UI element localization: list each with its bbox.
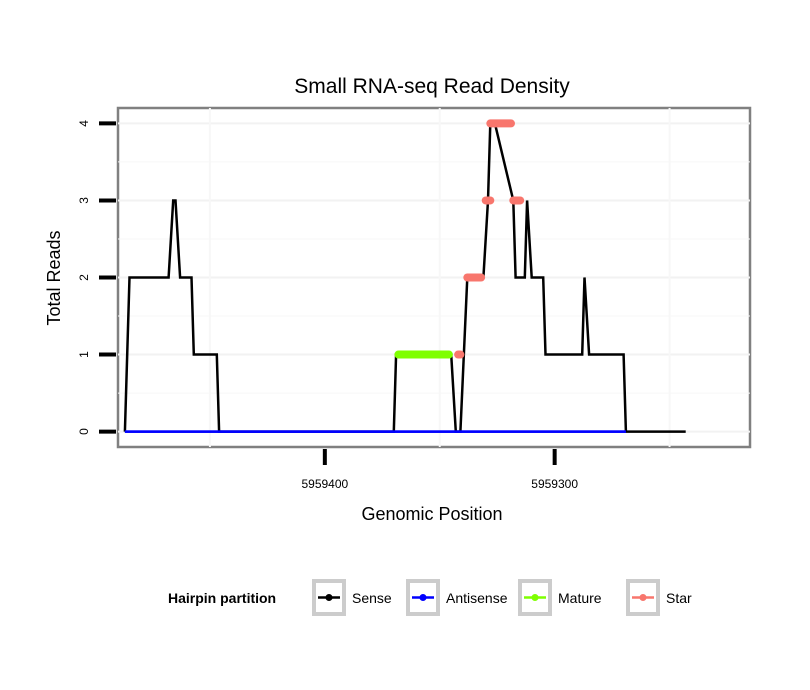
series-layer <box>123 119 686 433</box>
y-axis: 0 1 2 3 4 <box>77 120 116 435</box>
legend-label: Antisense <box>446 590 508 606</box>
legend-key-dot <box>325 594 333 601</box>
legend-item-mature: Mature <box>518 579 602 616</box>
legend-item-star: Star <box>626 579 692 616</box>
y-tick-label: 3 <box>77 197 91 204</box>
legend-item-antisense: Antisense <box>406 579 508 616</box>
y-tick-label: 2 <box>77 274 91 281</box>
x-tick-label: 5959300 <box>531 477 578 491</box>
x-axis: 5959400 5959300 <box>301 449 578 491</box>
y-axis-title: Total Reads <box>44 230 64 325</box>
legend-title: Hairpin partition <box>168 590 276 606</box>
legend-item-sense: Sense <box>312 579 392 616</box>
legend: Hairpin partition Sense Antisense Mature St… <box>168 579 692 616</box>
x-axis-title: Genomic Position <box>361 504 502 524</box>
legend-key-dot <box>639 594 647 601</box>
legend-label: Sense <box>352 590 392 606</box>
legend-key-dot <box>531 594 539 601</box>
legend-label: Mature <box>558 590 602 606</box>
y-tick-label: 1 <box>77 351 91 358</box>
y-tick-label: 4 <box>77 120 91 127</box>
y-tick-label: 0 <box>77 428 91 435</box>
x-tick-label: 5959400 <box>301 477 348 491</box>
chart-title: Small RNA-seq Read Density <box>294 75 570 98</box>
legend-key-dot <box>419 594 427 601</box>
legend-label: Star <box>666 590 692 606</box>
